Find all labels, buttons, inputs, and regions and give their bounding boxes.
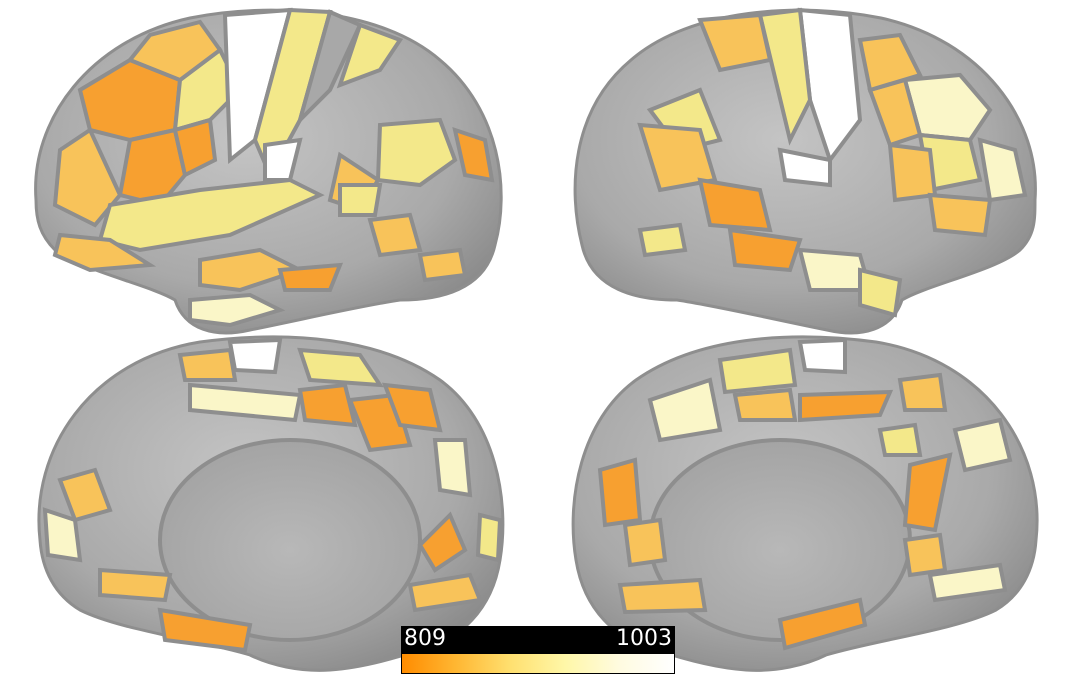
- parcel: [880, 425, 920, 455]
- parcel: [955, 420, 1010, 470]
- parcel: [620, 580, 705, 612]
- parcel: [300, 385, 355, 425]
- parcel: [640, 225, 685, 255]
- parcel: [800, 392, 890, 420]
- colorbar-max-label: 1003: [616, 626, 672, 652]
- colorbar-gradient: [401, 654, 675, 674]
- parcel: [160, 440, 420, 640]
- parcel: [435, 440, 470, 495]
- parcel: [230, 340, 280, 372]
- colorbar: 809 1003: [401, 626, 675, 674]
- right-medial-hemisphere: [573, 337, 1037, 670]
- parcel: [280, 265, 340, 290]
- parcel: [370, 215, 420, 255]
- parcel: [930, 195, 990, 235]
- parcel: [600, 460, 640, 525]
- parcel: [340, 185, 380, 215]
- parcel: [735, 390, 795, 420]
- parcel: [100, 570, 170, 600]
- colorbar-min-label: 809: [404, 626, 446, 652]
- left-medial-hemisphere: [39, 337, 503, 670]
- parcel: [860, 270, 900, 315]
- parcel: [180, 350, 235, 380]
- parcel: [478, 515, 500, 560]
- right-lateral-hemisphere: [575, 10, 1035, 333]
- parcel: [900, 375, 945, 410]
- left-lateral-hemisphere: [36, 10, 502, 333]
- parcel: [625, 520, 665, 565]
- parcel: [420, 250, 465, 280]
- parcel: [890, 145, 935, 200]
- parcel: [800, 340, 845, 372]
- colorbar-label-strip: 809 1003: [401, 626, 675, 654]
- parcel: [905, 535, 945, 575]
